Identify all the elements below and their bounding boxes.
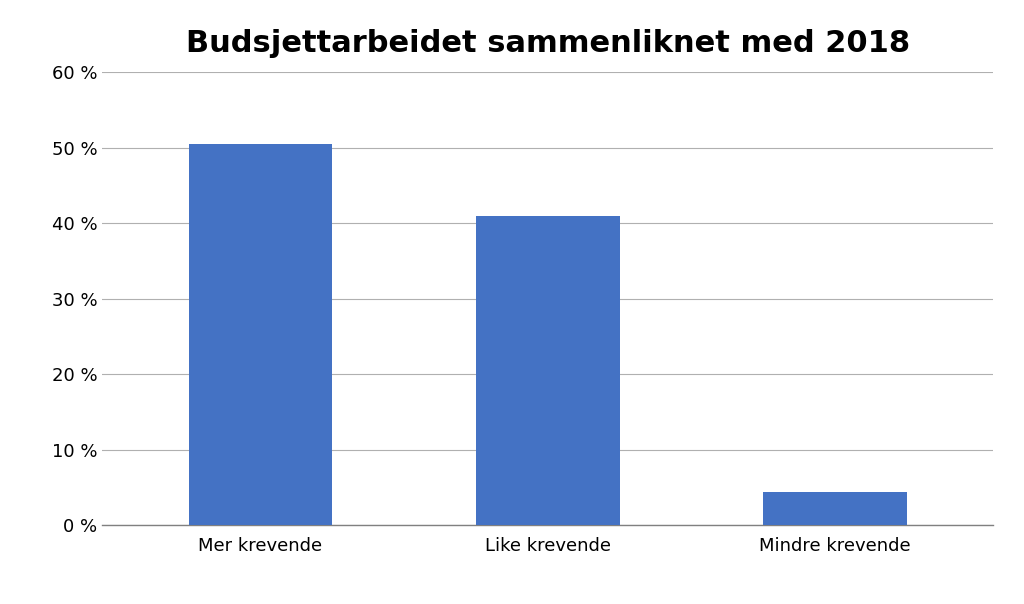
Bar: [763, 492, 907, 525]
Bar: [476, 216, 620, 525]
Bar: [188, 144, 333, 525]
Title: Budsjettarbeidet sammenliknet med 2018: Budsjettarbeidet sammenliknet med 2018: [185, 28, 910, 57]
